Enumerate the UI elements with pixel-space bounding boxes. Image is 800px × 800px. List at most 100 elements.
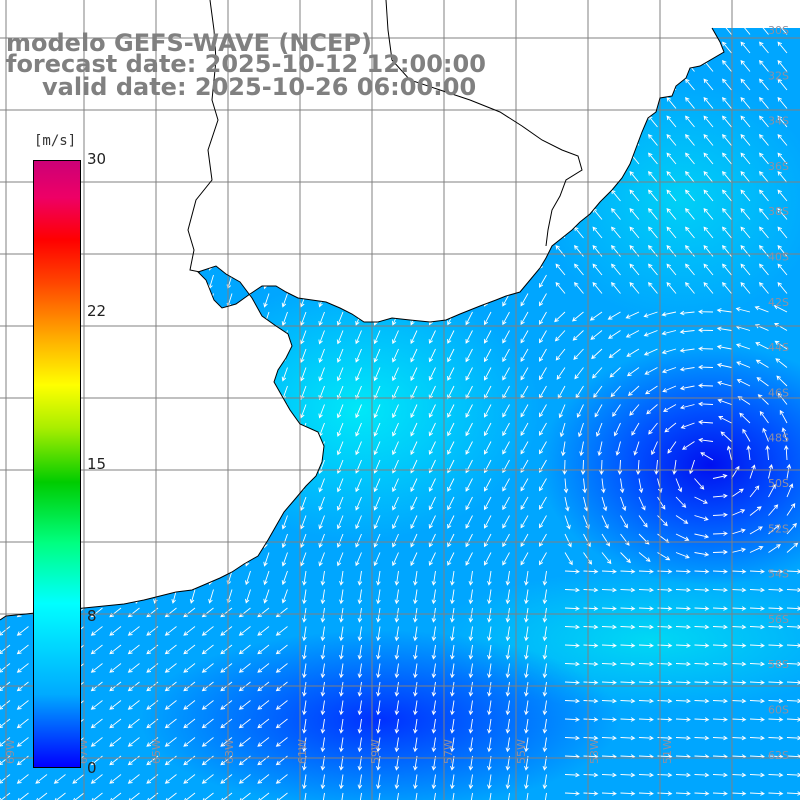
wind-arrow bbox=[300, 348, 307, 363]
wind-arrow bbox=[749, 506, 762, 516]
wind-arrow bbox=[638, 661, 654, 667]
wind-arrow bbox=[574, 115, 584, 128]
wind-arrow bbox=[410, 330, 418, 345]
wind-arrow bbox=[666, 152, 677, 165]
wind-arrow bbox=[183, 792, 196, 800]
wind-arrow bbox=[376, 681, 381, 697]
wind-arrow bbox=[722, 41, 732, 54]
wind-arrow bbox=[392, 533, 399, 548]
wind-arrow bbox=[410, 515, 418, 530]
wind-arrow bbox=[355, 348, 362, 363]
wind-arrow bbox=[648, 207, 658, 220]
wind-arrow bbox=[109, 644, 122, 655]
wind-arrow bbox=[722, 59, 732, 72]
wind-arrow bbox=[116, 404, 122, 420]
wind-arrow bbox=[694, 735, 710, 741]
wind-arrow bbox=[257, 755, 270, 766]
wind-arrow bbox=[591, 367, 603, 379]
wind-arrow bbox=[392, 422, 399, 437]
wind-arrow bbox=[648, 170, 658, 183]
wind-arrow bbox=[786, 463, 792, 479]
wind-arrow bbox=[483, 533, 492, 548]
wind-arrow bbox=[580, 459, 586, 475]
wind-arrow bbox=[355, 126, 362, 141]
wind-arrow bbox=[502, 515, 510, 529]
wind-arrow bbox=[777, 96, 788, 109]
wind-arrow bbox=[35, 792, 48, 800]
wind-arrow bbox=[629, 263, 640, 276]
wind-arrow bbox=[263, 589, 270, 604]
wind-arrow bbox=[244, 163, 251, 179]
wind-arrow bbox=[520, 293, 529, 307]
wind-arrow bbox=[134, 182, 140, 198]
wind-arrow bbox=[201, 792, 214, 800]
wind-arrow bbox=[625, 330, 640, 338]
wind-arrow bbox=[300, 28, 307, 30]
wind-arrow bbox=[0, 737, 11, 747]
wind-arrow bbox=[320, 589, 326, 605]
wind-arrow bbox=[201, 663, 214, 673]
wind-arrow bbox=[629, 404, 640, 416]
wind-arrow bbox=[675, 772, 691, 778]
wind-arrow bbox=[339, 700, 344, 716]
wind-arrow bbox=[564, 587, 580, 593]
wind-arrow bbox=[539, 348, 547, 362]
wind-arrow bbox=[431, 607, 437, 623]
wind-arrow bbox=[357, 681, 363, 697]
wind-arrow bbox=[757, 394, 769, 405]
wind-arrow bbox=[410, 478, 418, 493]
wind-arrow bbox=[685, 263, 695, 276]
wind-arrow bbox=[560, 441, 566, 457]
wind-arrow bbox=[712, 569, 728, 574]
longitude-label: 65W bbox=[150, 739, 163, 764]
wind-arrow bbox=[208, 293, 214, 308]
wind-arrow bbox=[116, 422, 122, 438]
wind-arrow bbox=[447, 274, 455, 289]
wind-arrow bbox=[722, 96, 732, 109]
wind-arrow bbox=[777, 28, 788, 35]
wind-arrow bbox=[431, 644, 437, 660]
wind-arrow bbox=[520, 422, 529, 437]
wind-arrow bbox=[505, 607, 511, 623]
wind-arrow bbox=[539, 145, 547, 159]
wind-arrow bbox=[520, 126, 529, 141]
wind-arrow bbox=[731, 465, 740, 479]
wind-arrow bbox=[450, 681, 455, 697]
wind-arrow bbox=[539, 404, 547, 418]
wind-arrow bbox=[24, 182, 30, 198]
wind-arrow bbox=[302, 644, 307, 660]
wind-arrow bbox=[731, 661, 747, 667]
wind-arrow bbox=[134, 570, 140, 586]
wind-arrow bbox=[685, 78, 695, 91]
wind-arrow bbox=[189, 533, 196, 549]
wind-arrow bbox=[468, 681, 474, 697]
wind-arrow bbox=[373, 293, 381, 308]
wind-arrow bbox=[208, 552, 214, 567]
wind-arrow bbox=[638, 624, 654, 630]
wind-arrow bbox=[539, 71, 547, 85]
wind-arrow bbox=[116, 515, 122, 531]
wind-arrow bbox=[756, 377, 769, 387]
wind-arrow bbox=[648, 41, 658, 54]
wind-arrow bbox=[373, 145, 381, 160]
wind-arrow bbox=[502, 237, 510, 252]
wind-arrow bbox=[238, 644, 251, 655]
wind-arrow bbox=[592, 170, 603, 183]
wind-arrow bbox=[597, 441, 603, 457]
latitude-label: 44S bbox=[768, 341, 789, 354]
wind-arrow bbox=[722, 226, 732, 239]
wind-arrow bbox=[450, 737, 455, 753]
colorbar-tick-30: 30 bbox=[87, 150, 107, 168]
wind-arrow bbox=[450, 774, 455, 790]
wind-arrow bbox=[759, 59, 769, 72]
wind-arrow bbox=[127, 644, 140, 655]
wind-arrow bbox=[189, 219, 196, 234]
wind-arrow bbox=[703, 28, 714, 35]
wind-arrow bbox=[410, 219, 418, 234]
wind-arrow bbox=[164, 700, 177, 710]
wind-arrow bbox=[694, 478, 705, 490]
wind-arrow bbox=[275, 792, 288, 800]
wind-arrow bbox=[189, 422, 196, 438]
wind-arrow bbox=[520, 219, 529, 233]
wind-arrow bbox=[583, 791, 599, 796]
